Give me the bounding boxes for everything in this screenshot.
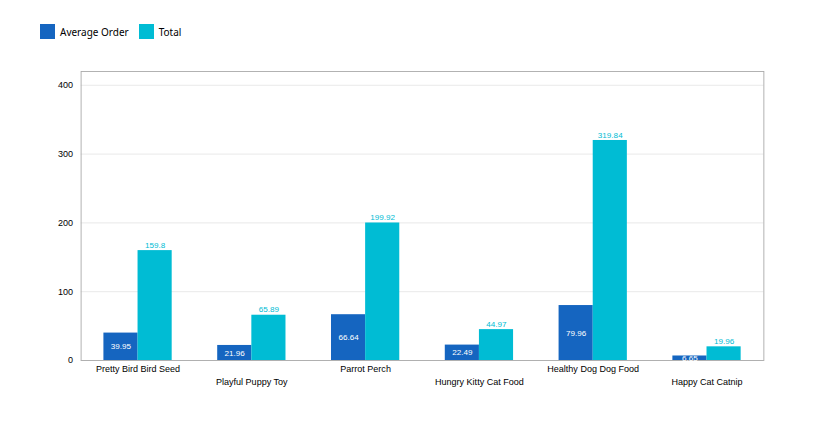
svg-text:Parrot Perch: Parrot Perch <box>340 364 391 374</box>
svg-text:39.95: 39.95 <box>111 342 132 351</box>
svg-text:0: 0 <box>68 355 73 365</box>
svg-text:159.8: 159.8 <box>145 241 166 250</box>
svg-text:100: 100 <box>58 287 73 297</box>
svg-text:66.64: 66.64 <box>338 333 359 342</box>
svg-text:199.92: 199.92 <box>370 213 395 222</box>
svg-text:Healthy Dog Dog Food: Healthy Dog Dog Food <box>547 364 639 374</box>
svg-text:21.96: 21.96 <box>225 349 246 358</box>
svg-text:Playful Puppy Toy: Playful Puppy Toy <box>216 377 288 387</box>
svg-text:200: 200 <box>58 218 73 228</box>
svg-text:Hungry Kitty Cat Food: Hungry Kitty Cat Food <box>435 377 524 387</box>
svg-text:65.89: 65.89 <box>259 305 280 314</box>
svg-text:6.65: 6.65 <box>682 354 698 363</box>
svg-text:300: 300 <box>58 149 73 159</box>
svg-text:22.49: 22.49 <box>452 348 473 357</box>
svg-text:Pretty Bird Bird Seed: Pretty Bird Bird Seed <box>96 364 180 374</box>
svg-text:79.96: 79.96 <box>566 329 587 338</box>
svg-text:319.84: 319.84 <box>598 131 623 140</box>
svg-text:400: 400 <box>58 80 73 90</box>
html-text:Total: Total <box>158 24 182 39</box>
svg-text:44.97: 44.97 <box>486 320 507 329</box>
svg-text:19.96: 19.96 <box>714 337 735 346</box>
svg-text:Happy Cat Catnip: Happy Cat Catnip <box>671 377 742 387</box>
html-text:Average Order: Average Order <box>60 24 129 39</box>
